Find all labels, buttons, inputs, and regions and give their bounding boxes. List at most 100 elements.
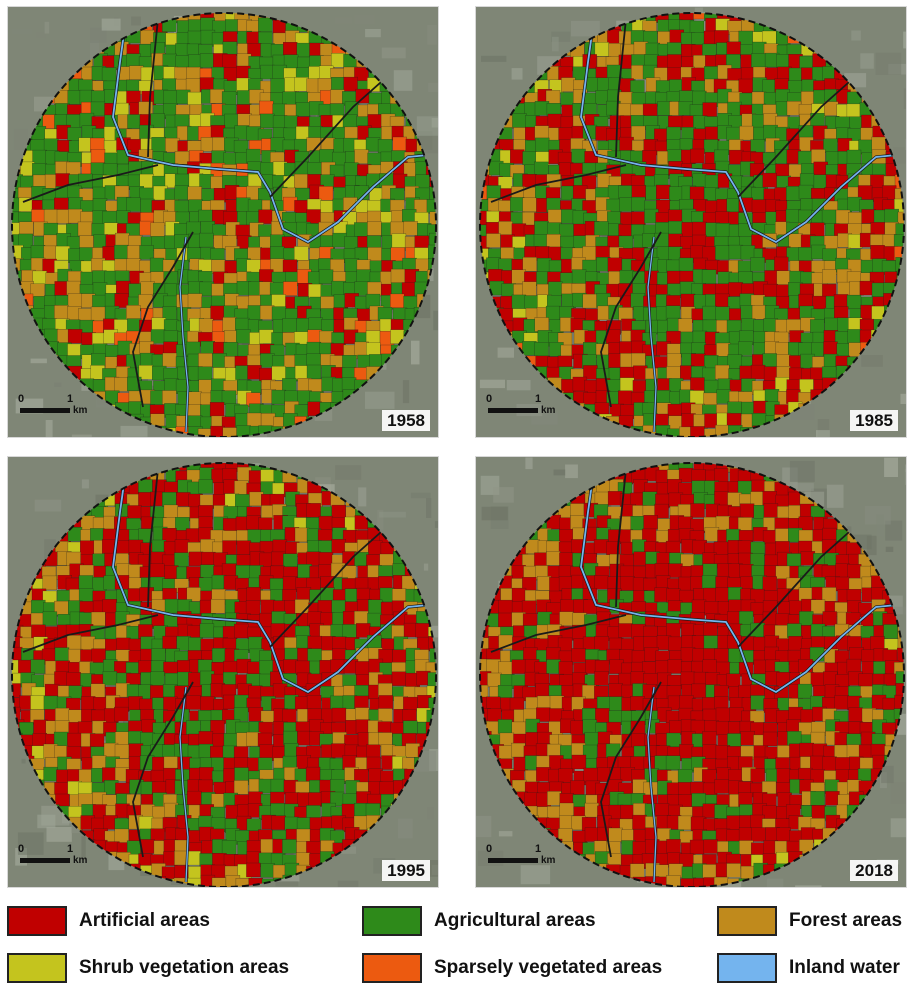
parcel-agricultural [354,222,369,237]
parcel-forest [68,208,83,224]
river-line [112,18,429,244]
parcel-artificial [89,733,105,748]
parcel-artificial [282,259,298,274]
parcel-artificial [331,538,346,554]
legend-label-forest: Forest areas [789,910,903,931]
parcel-artificial [762,576,777,591]
satellite-texture-patch [551,31,571,42]
parcel-agricultural [548,281,563,296]
parcel-artificial [799,742,814,758]
parcel-artificial [689,186,705,201]
parcel-artificial [149,685,165,700]
parcel-shrub [594,42,610,57]
parcel-agricultural [510,197,525,212]
parcel-agricultural [163,90,178,105]
parcel-artificial [715,721,731,736]
parcel-agricultural [198,232,214,248]
scale-bar: 0 1 km [486,393,576,419]
parcel-artificial [812,295,827,311]
parcel-agricultural [270,137,285,153]
satellite-texture-patch [21,758,26,764]
parcel-agricultural [883,624,898,639]
parcel-agricultural [271,389,286,405]
satellite-texture-patch [365,391,395,409]
parcel-forest [677,318,693,333]
map-panel-1985: 0 1 km 1985 [475,6,907,438]
parcel-agricultural [750,695,765,710]
satellite-texture-patch [498,831,513,837]
parcel-artificial [570,780,585,795]
parcel-agricultural [726,126,741,142]
parcel-forest [378,732,393,747]
parcel-forest [739,125,754,141]
satellite-texture-patch [890,782,906,804]
parcel-agricultural [534,220,549,236]
parcel-artificial [668,563,683,578]
satellite-texture-patch [905,129,906,149]
parcel-artificial [294,200,309,215]
satellite-texture-patch [481,55,507,62]
parcel-forest [126,245,142,260]
parcel-artificial [680,293,696,309]
parcel-agricultural [233,139,249,155]
parcel-artificial [593,539,609,554]
road-line [600,231,662,408]
parcel-shrub [55,245,70,261]
parcel-artificial [378,695,394,710]
satellite-texture-patch [900,393,906,404]
satellite-texture-patch [816,430,830,437]
parcel-agricultural [605,743,621,758]
parcel-agricultural [282,318,297,333]
satellite-texture-patch [416,116,438,136]
parcel-artificial [174,539,190,554]
parcel-artificial [689,839,705,855]
parcel-agricultural [174,552,189,567]
satellite-texture-patch [340,669,361,679]
parcel-artificial [667,659,683,674]
parcel-artificial [848,707,863,722]
parcel-artificial [54,671,69,686]
parcel-agricultural [537,611,552,627]
parcel-artificial [79,540,95,555]
parcel-agricultural [283,553,298,569]
parcel-artificial [270,623,286,638]
scale-bar: 0 1 km [18,393,108,419]
parcel-forest [631,352,646,368]
parcel-forest [534,317,549,332]
scale-unit-label: km [541,855,556,866]
parcel-artificial [594,671,609,686]
satellite-texture-patch [905,464,906,473]
parcel-artificial [258,209,273,224]
parcel-artificial [498,612,513,628]
parcel-agricultural [344,162,359,177]
satellite-texture-patch [493,487,514,503]
legend-label-sparse: Sparsely vegetated areas [434,957,663,978]
road-line [269,516,399,648]
parcel-forest [198,353,213,368]
parcel-artificial [800,551,816,566]
parcel-agricultural [139,245,154,260]
parcel-artificial [511,659,527,674]
parcel-agricultural [236,90,252,105]
parcel-agricultural [642,491,657,506]
parcel-forest [751,305,767,320]
parcel-agricultural [282,839,297,854]
parcel-forest [54,305,69,320]
parcel-forest [788,233,803,249]
parcel-agricultural [776,54,791,69]
satellite-texture-patch [308,435,321,437]
satellite-texture-patch [506,380,531,391]
parcel-shrub [294,246,309,261]
parcel-agricultural [429,186,436,201]
parcel-artificial [415,623,430,638]
satellite-texture-patch [46,827,72,842]
scale-bar-line [20,408,70,413]
parcel-agricultural [138,479,153,494]
parcel-forest [821,587,837,602]
satellite-texture-patch [866,535,877,556]
parcel-shrub [139,173,155,189]
parcel-artificial [67,732,82,748]
parcel-forest [222,317,237,332]
road-line [22,164,159,203]
parcel-agricultural [559,223,574,239]
